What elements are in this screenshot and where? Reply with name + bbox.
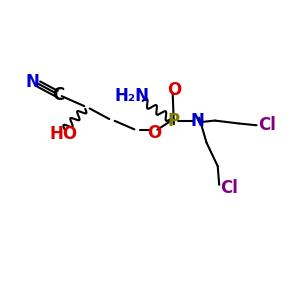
Text: C: C (52, 85, 65, 103)
Text: N: N (191, 112, 205, 130)
Text: N: N (25, 73, 39, 91)
Text: O: O (168, 81, 182, 99)
Text: Cl: Cl (220, 179, 238, 197)
Text: Cl: Cl (258, 116, 276, 134)
Text: P: P (167, 112, 180, 130)
Text: O: O (147, 124, 161, 142)
Text: HO: HO (49, 125, 77, 143)
Text: H₂N: H₂N (115, 87, 150, 105)
